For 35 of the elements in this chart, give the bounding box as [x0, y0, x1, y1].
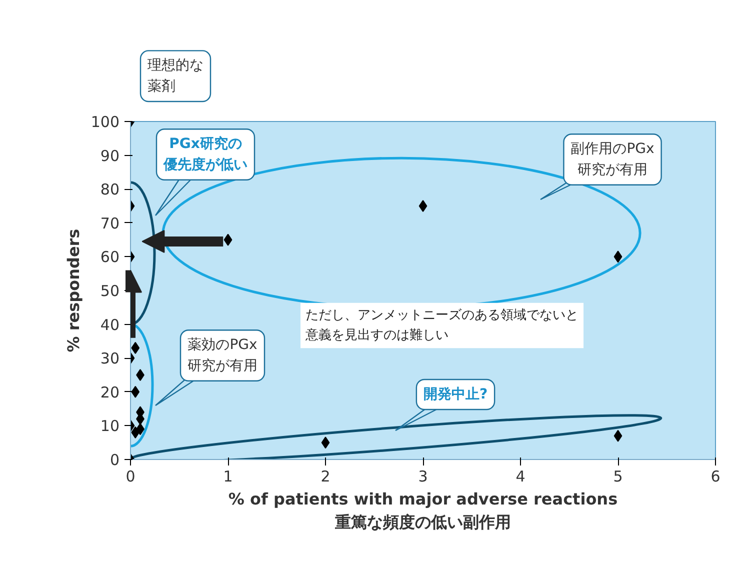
y-tick-label: 100	[90, 113, 120, 131]
x-tick-label: 5	[613, 468, 623, 486]
y-tick-label: 20	[100, 383, 120, 402]
y-tick-label: 70	[100, 214, 120, 232]
y-tick-label: 60	[100, 248, 120, 266]
point	[131, 386, 140, 398]
y-tick-label: 40	[100, 316, 120, 334]
y-tick-label: 30	[100, 350, 120, 368]
x-tick-label: 4	[516, 468, 526, 486]
y-axis-title: % responders	[64, 228, 83, 352]
x-axis-title: % of patients with major adverse reactions 重篤な頻度の低い副作用	[228, 490, 618, 532]
point	[614, 430, 622, 442]
point	[136, 369, 144, 381]
annotation: 開発中止?	[423, 386, 488, 402]
annotation: 副作用のPGx研究が有用	[570, 141, 654, 178]
point	[614, 250, 622, 263]
x-tick-label: 1	[223, 468, 233, 486]
annotation: ただし、アンメットニーズのある領域でないと意義を見出すのは難しい	[304, 308, 578, 344]
point	[131, 342, 140, 354]
annotation: PGx研究の優先度が低い	[162, 135, 248, 173]
point	[131, 426, 140, 438]
x-tick-label: 0	[126, 468, 136, 486]
y-tick-label: 90	[100, 146, 120, 165]
annotation: 薬効のPGx研究が有用	[188, 337, 258, 374]
text: 理想的な薬剤	[148, 58, 204, 94]
point	[321, 436, 330, 449]
y-tick-label: 80	[100, 180, 120, 199]
y-tick-label: 50	[100, 282, 120, 300]
x-tick-label: 6	[710, 468, 720, 486]
y-tick-label: 10	[100, 417, 120, 436]
x-tick-label: 2	[320, 468, 330, 486]
y-tick-label: 0	[110, 451, 120, 469]
point	[224, 234, 232, 246]
x-tick-label: 3	[418, 468, 428, 486]
point	[418, 200, 428, 212]
